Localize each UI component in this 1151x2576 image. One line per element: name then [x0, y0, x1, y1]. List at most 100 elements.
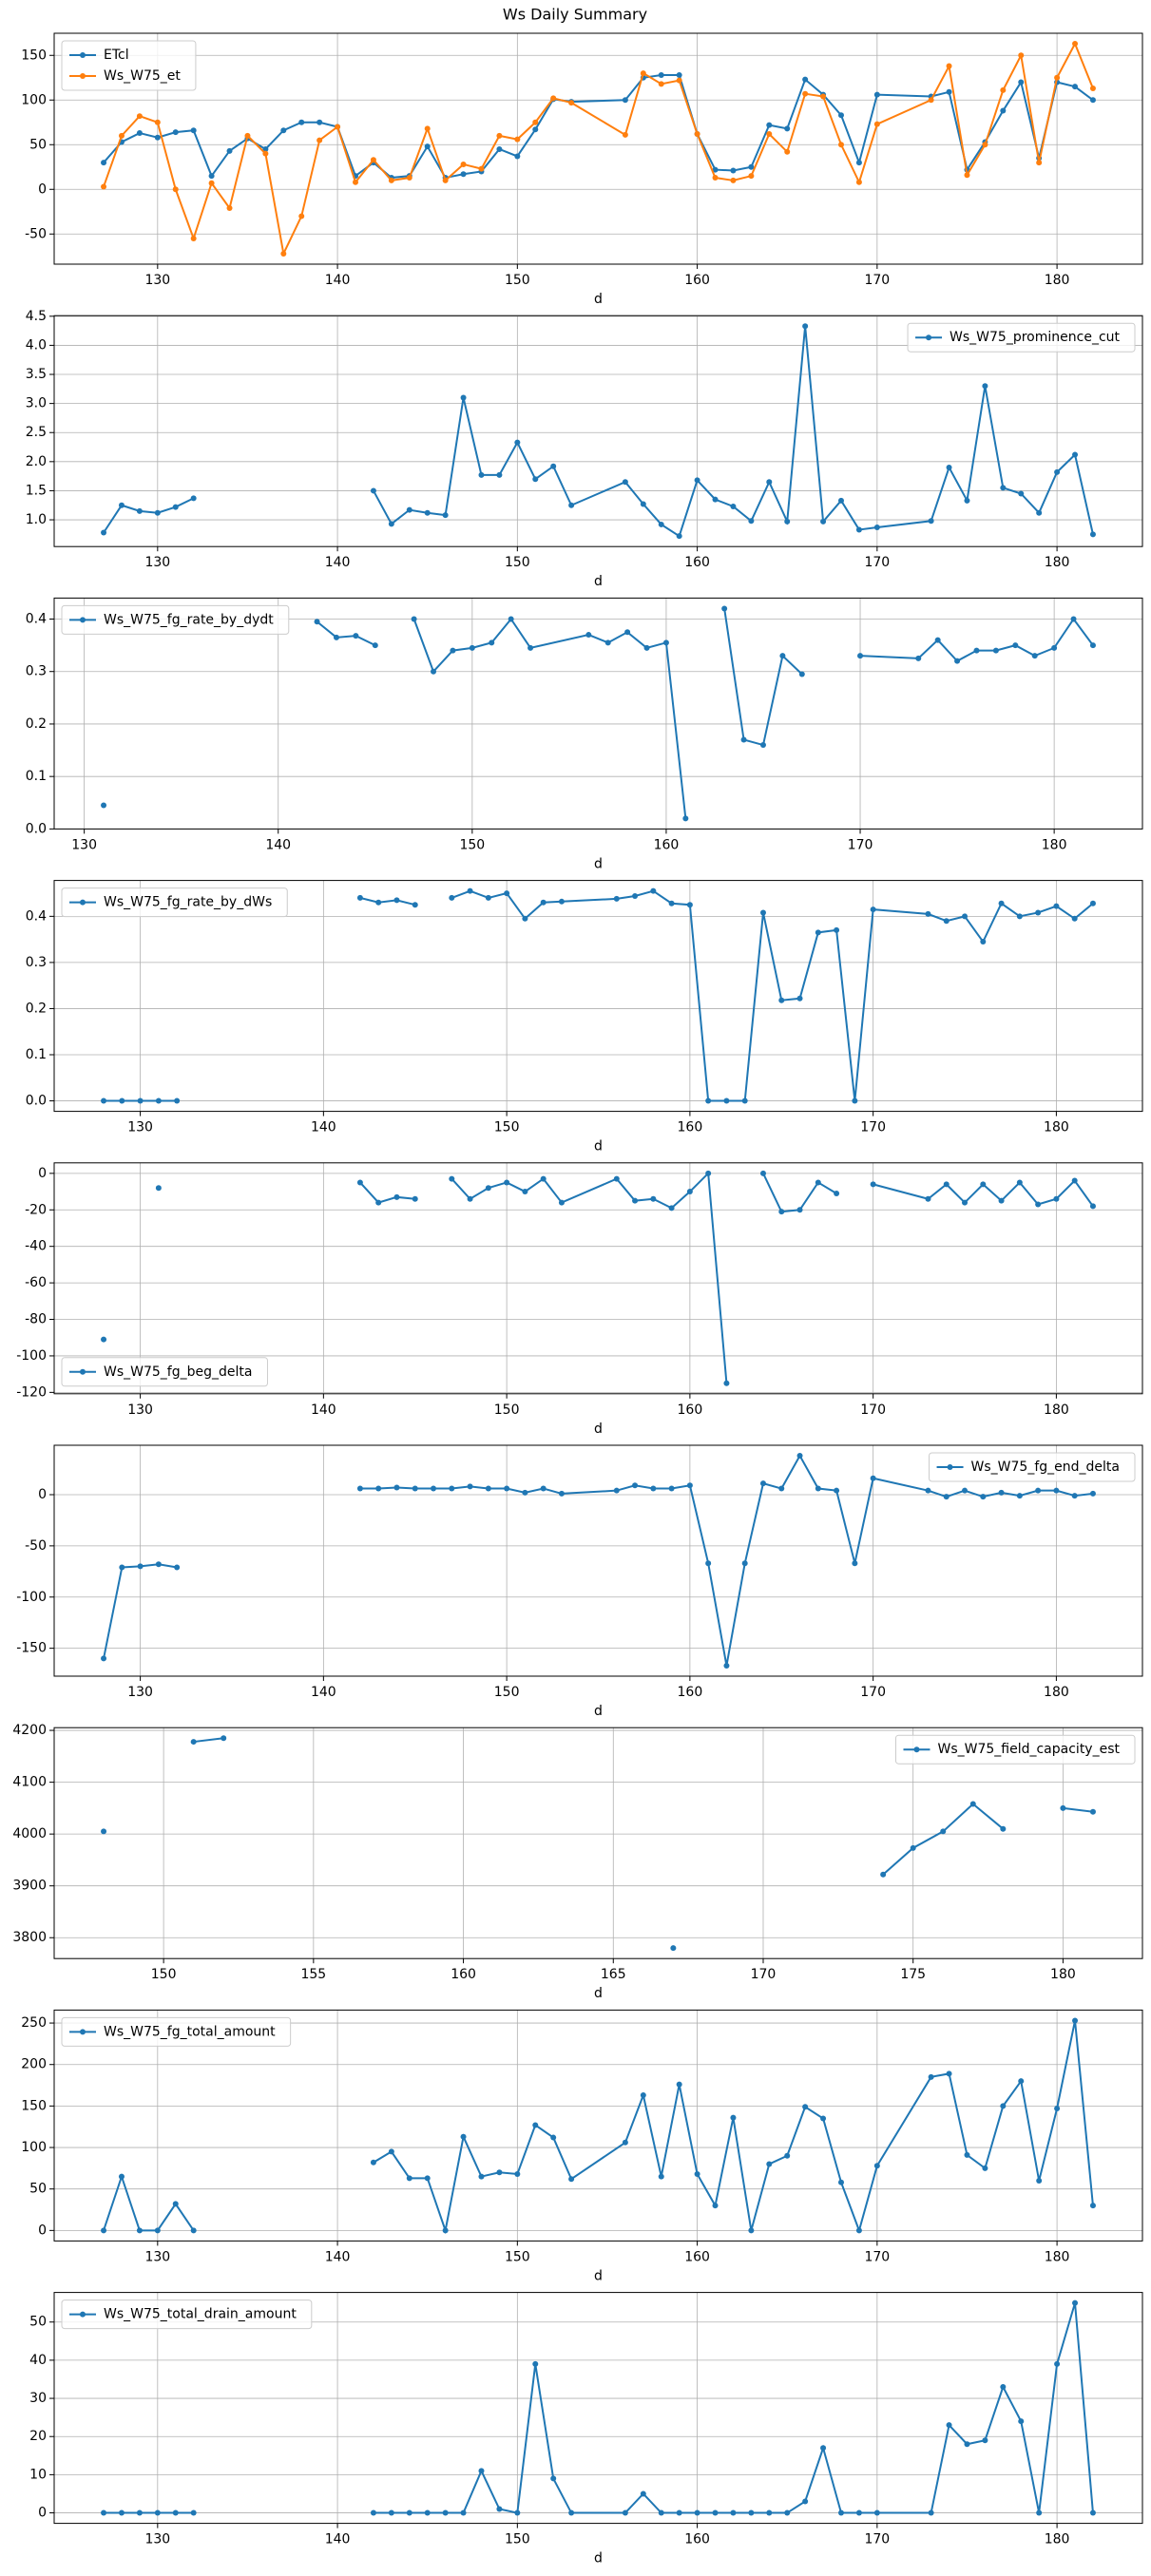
data-point	[852, 1560, 858, 1567]
data-point	[568, 100, 575, 106]
data-point	[834, 1487, 840, 1494]
data-point	[873, 2509, 880, 2516]
data-point	[226, 147, 233, 154]
legend-label: Ws_W75_field_capacity_est	[937, 1742, 1120, 1757]
data-point	[514, 439, 521, 446]
data-point	[478, 471, 485, 478]
data-point	[356, 1179, 363, 1186]
data-point	[1089, 2509, 1096, 2516]
x-tick-label: 180	[1042, 837, 1067, 852]
data-point	[934, 637, 941, 643]
data-point	[388, 177, 394, 183]
legend-box	[61, 2299, 313, 2330]
data-point	[658, 2509, 664, 2516]
legend-label: ETcl	[104, 48, 129, 63]
data-point	[670, 1945, 677, 1952]
data-point	[870, 1181, 876, 1188]
data-point	[522, 1189, 528, 1195]
y-tick-label: 3.5	[26, 367, 47, 382]
data-point	[393, 1193, 400, 1200]
data-point	[998, 1489, 1005, 1496]
data-point	[406, 506, 412, 513]
data-point	[532, 126, 539, 133]
data-point	[622, 2139, 628, 2146]
data-point	[748, 2227, 755, 2234]
data-point	[388, 2148, 394, 2155]
x-tick-label: 160	[684, 273, 710, 288]
data-point	[834, 1190, 840, 1196]
data-point	[442, 512, 449, 519]
x-tick-label: 130	[144, 273, 170, 288]
data-point	[485, 894, 491, 901]
legend-box	[61, 887, 288, 918]
data-point	[969, 1801, 976, 1807]
data-point	[154, 2509, 161, 2516]
legend-marker	[80, 2311, 86, 2318]
data-point	[682, 815, 689, 822]
legend-box	[61, 2016, 292, 2047]
data-point	[730, 2114, 737, 2121]
data-point	[694, 477, 700, 484]
y-tick-label: 150	[21, 2098, 47, 2113]
data-point	[496, 2169, 503, 2176]
data-point	[766, 479, 773, 486]
x-tick-label: 170	[864, 273, 890, 288]
data-point	[705, 1170, 712, 1176]
data-point	[798, 671, 805, 677]
data-point	[925, 910, 931, 917]
data-point	[766, 2509, 773, 2516]
data-point	[643, 644, 650, 651]
data-point	[815, 1485, 821, 1492]
data-point	[172, 2201, 179, 2207]
data-point	[779, 653, 786, 659]
data-point	[873, 2163, 880, 2169]
data-point	[1036, 160, 1043, 166]
data-point	[1016, 1493, 1023, 1499]
x-axis-label: d	[594, 2268, 603, 2283]
data-point	[460, 394, 467, 401]
x-tick-label: 140	[325, 2249, 351, 2264]
data-point	[766, 122, 773, 128]
data-point	[449, 1175, 455, 1182]
data-point	[137, 1097, 144, 1104]
x-tick-label: 180	[1050, 1967, 1076, 1982]
data-point	[154, 2227, 161, 2234]
data-point	[723, 1380, 730, 1386]
data-point	[540, 1485, 547, 1492]
legend-box	[61, 40, 197, 91]
x-tick-label: 130	[144, 555, 170, 570]
data-point	[449, 894, 455, 901]
y-tick-label: 0.2	[26, 1001, 47, 1016]
data-point	[640, 2092, 646, 2099]
data-point	[796, 1453, 803, 1460]
x-tick-label: 140	[325, 555, 351, 570]
data-point	[741, 1097, 748, 1104]
series-line	[103, 73, 1094, 180]
data-point	[489, 639, 495, 646]
data-point	[431, 1485, 437, 1492]
data-point	[694, 130, 700, 137]
data-point	[1036, 509, 1043, 516]
data-point	[467, 1195, 473, 1202]
data-point	[411, 616, 417, 622]
y-tick-label: -100	[16, 1348, 47, 1364]
data-point	[1053, 1487, 1060, 1494]
plot-frame	[53, 1727, 1143, 1959]
data-point	[973, 647, 980, 654]
legend-marker	[926, 334, 932, 341]
data-point	[370, 157, 376, 163]
legend-box	[61, 604, 290, 635]
x-tick-label: 175	[900, 1967, 926, 1982]
x-tick-label: 160	[654, 837, 680, 852]
plot-frame	[53, 880, 1143, 1113]
data-point	[802, 76, 809, 83]
data-point	[190, 127, 197, 134]
y-tick-label: 3900	[12, 1879, 47, 1894]
data-point	[622, 97, 628, 104]
data-point	[705, 1560, 712, 1567]
data-point	[982, 2437, 988, 2444]
data-point	[658, 81, 664, 87]
y-tick-label: 50	[29, 2315, 47, 2330]
data-point	[496, 132, 503, 139]
data-point	[759, 909, 766, 916]
